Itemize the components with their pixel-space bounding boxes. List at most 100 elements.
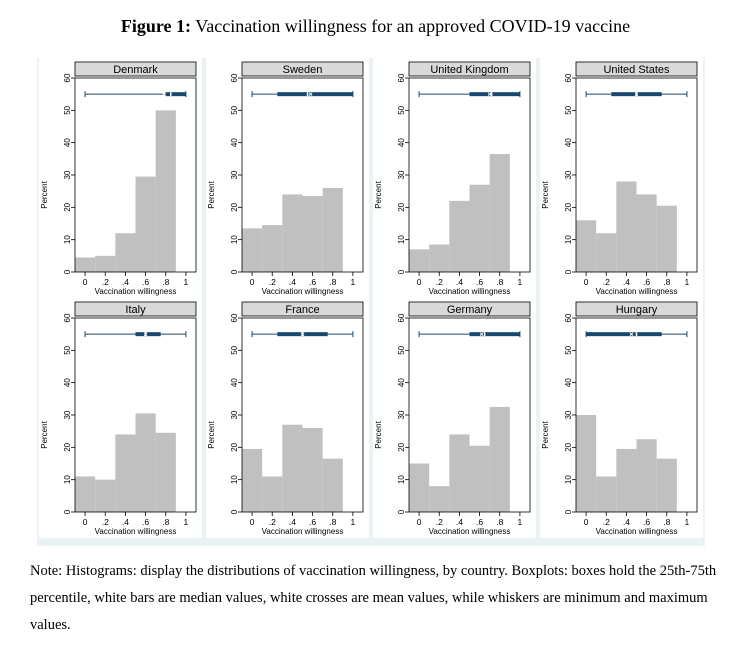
x-tick-label: 0 <box>250 277 255 287</box>
x-tick-label: 0 <box>417 517 422 527</box>
x-axis-label: Vaccination willingness <box>95 527 177 536</box>
y-tick-label: 40 <box>397 138 406 147</box>
y-axis-label: Percent <box>374 180 383 208</box>
x-tick-label: .6 <box>309 517 316 527</box>
panel-title: France <box>285 304 319 316</box>
x-tick-label: 1 <box>685 277 690 287</box>
x-axis-label: Vaccination willingness <box>429 287 511 296</box>
panel-header <box>575 301 698 317</box>
x-tick-label: .2 <box>603 277 610 287</box>
histogram-bar <box>262 476 283 512</box>
panel-header <box>74 61 197 77</box>
y-tick-label: 20 <box>230 442 239 451</box>
histogram-bar <box>242 448 263 512</box>
y-tick-label: 60 <box>63 313 72 322</box>
panel-hungary: Hungary 0 10 20 30 40 50 60 Percent 0 .2 .4 .6 .8 1 Vac… <box>540 298 703 538</box>
box-iqr <box>469 332 520 337</box>
y-tick-label: 60 <box>564 313 573 322</box>
y-tick-label: 30 <box>397 170 406 179</box>
panel-title: Hungary <box>616 304 658 316</box>
histogram-bar <box>75 476 96 512</box>
box-mean <box>634 92 639 97</box>
histogram-bar <box>656 205 677 272</box>
histogram-bar <box>596 233 617 272</box>
y-tick-label: 10 <box>63 235 72 244</box>
y-tick-label: 10 <box>397 475 406 484</box>
box-mean <box>161 92 166 97</box>
x-tick-label: .4 <box>456 517 463 527</box>
y-tick-label: 50 <box>63 105 72 114</box>
x-tick-label: .8 <box>329 517 336 527</box>
box-iqr <box>277 92 353 97</box>
y-tick-label: 0 <box>63 269 72 274</box>
box-iqr <box>586 332 662 337</box>
x-tick-label: .8 <box>663 517 670 527</box>
x-tick-label: .2 <box>436 517 443 527</box>
box-mean <box>300 332 305 337</box>
x-tick-label: 1 <box>184 517 189 527</box>
box-mean <box>308 92 313 97</box>
panel-italy: Italy 0 10 20 30 40 50 60 Percent 0 .2 .4 .6 .8 1 Vacci… <box>39 298 202 538</box>
panel-title: United Kingdom <box>430 64 508 76</box>
figure-label: Figure 1: <box>120 16 192 36</box>
histogram-bar <box>616 181 637 272</box>
box-mean <box>629 332 634 337</box>
y-axis-label: Percent <box>40 420 49 448</box>
x-tick-label: 0 <box>584 277 589 287</box>
histogram-bar <box>596 476 617 512</box>
y-tick-label: 50 <box>397 345 406 354</box>
y-tick-label: 0 <box>397 269 406 274</box>
y-tick-label: 40 <box>63 138 72 147</box>
y-tick-label: 20 <box>564 202 573 211</box>
x-tick-label: .2 <box>436 277 443 287</box>
y-tick-label: 0 <box>564 269 573 274</box>
box-iqr <box>165 92 186 97</box>
y-tick-label: 60 <box>564 73 573 82</box>
x-tick-label: 0 <box>417 277 422 287</box>
y-tick-label: 0 <box>230 269 239 274</box>
histogram-bar <box>155 432 176 512</box>
panel-title: Italy <box>125 304 146 316</box>
x-tick-label: 0 <box>83 277 88 287</box>
y-tick-label: 10 <box>564 235 573 244</box>
histogram-bar <box>449 434 470 512</box>
x-tick-label: .2 <box>102 517 109 527</box>
y-tick-label: 20 <box>397 202 406 211</box>
x-tick-label: .4 <box>289 517 296 527</box>
x-tick-label: 1 <box>685 517 690 527</box>
y-axis-label: Percent <box>374 420 383 448</box>
x-tick-label: 0 <box>250 517 255 527</box>
x-tick-label: .4 <box>122 517 129 527</box>
x-axis-label: Vaccination willingness <box>429 527 511 536</box>
x-tick-label: .8 <box>162 277 169 287</box>
x-tick-label: .6 <box>643 517 650 527</box>
histogram-bar <box>322 187 343 272</box>
y-tick-label: 10 <box>230 235 239 244</box>
x-tick-label: 1 <box>184 277 189 287</box>
histogram-bar <box>489 406 510 512</box>
figure-note: Note: Histograms: display the distributi… <box>30 563 717 633</box>
histogram-bar <box>429 244 450 272</box>
y-tick-label: 40 <box>397 378 406 387</box>
y-tick-label: 50 <box>230 345 239 354</box>
y-tick-label: 60 <box>63 73 72 82</box>
y-axis-label: Percent <box>207 420 216 448</box>
x-axis-label: Vaccination willingness <box>596 527 678 536</box>
y-tick-label: 0 <box>564 509 573 514</box>
y-tick-label: 30 <box>564 410 573 419</box>
y-tick-label: 50 <box>63 345 72 354</box>
y-tick-label: 40 <box>564 138 573 147</box>
x-tick-label: .4 <box>623 277 630 287</box>
box-mean <box>479 332 484 337</box>
histogram-bar <box>469 184 490 272</box>
box-mean <box>143 332 148 337</box>
y-tick-label: 10 <box>564 475 573 484</box>
y-tick-label: 30 <box>63 410 72 419</box>
y-tick-label: 30 <box>63 170 72 179</box>
histogram-bar <box>75 257 96 272</box>
x-tick-label: .2 <box>269 517 276 527</box>
x-tick-label: 1 <box>351 277 356 287</box>
histogram-bar <box>282 424 303 512</box>
y-tick-label: 0 <box>230 509 239 514</box>
